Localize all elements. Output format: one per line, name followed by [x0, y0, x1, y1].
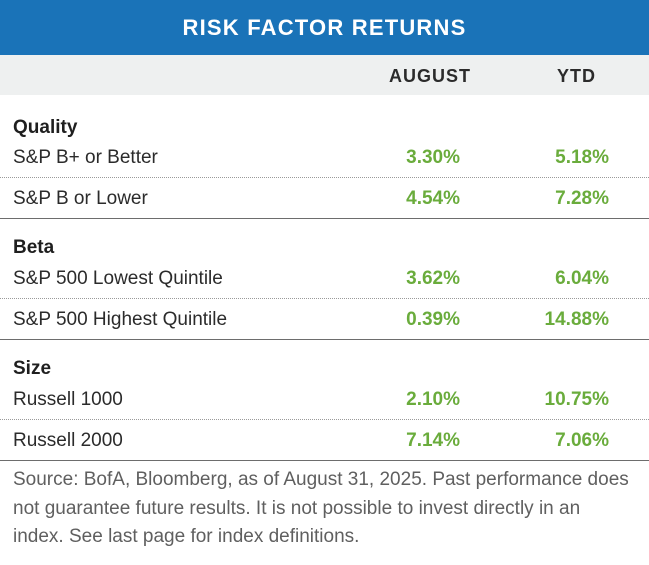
row-label: S&P 500 Lowest Quintile	[13, 268, 223, 289]
table-row: Russell 2000 7.14% 7.06%	[0, 421, 649, 461]
august-value: 0.39%	[406, 309, 460, 330]
row-label: S&P 500 Highest Quintile	[13, 309, 228, 330]
august-value: 4.54%	[406, 188, 460, 209]
group-separator	[0, 218, 649, 219]
row-separator	[0, 177, 649, 178]
ytd-value: 6.04%	[555, 268, 609, 289]
ytd-value: 7.06%	[555, 430, 609, 451]
ytd-value: 14.88%	[544, 309, 609, 330]
column-header-august: AUGUST	[389, 66, 471, 86]
ytd-value: 7.28%	[555, 188, 609, 209]
row-separator	[0, 298, 649, 299]
column-header-ytd: YTD	[557, 66, 596, 86]
table-row: S&P B+ or Better 3.30% 5.18%	[0, 138, 649, 178]
group-title-beta: Beta	[13, 237, 55, 258]
august-value: 2.10%	[406, 389, 460, 410]
august-value: 3.62%	[406, 268, 460, 289]
table-row: Russell 1000 2.10% 10.75%	[0, 380, 649, 420]
table-row: S&P 500 Highest Quintile 0.39% 14.88%	[0, 300, 649, 340]
table-row: S&P 500 Lowest Quintile 3.62% 6.04%	[0, 259, 649, 299]
row-label: S&P B+ or Better	[13, 147, 158, 168]
row-separator	[0, 419, 649, 420]
table-title: RISK FACTOR RETURNS	[182, 14, 467, 40]
title-bar: RISK FACTOR RETURNS	[0, 0, 649, 55]
table-row: S&P B or Lower 4.54% 7.28%	[0, 179, 649, 219]
group-title-quality: Quality	[13, 117, 78, 138]
ytd-value: 10.75%	[544, 389, 609, 410]
row-label: S&P B or Lower	[13, 188, 148, 209]
source-note: Source: BofA, Bloomberg, as of August 31…	[13, 469, 629, 547]
group-separator	[0, 339, 649, 340]
august-value: 3.30%	[406, 147, 460, 168]
table-bottom-rule	[0, 460, 649, 461]
ytd-value: 5.18%	[555, 147, 609, 168]
column-header-row: AUGUST YTD	[0, 55, 649, 95]
row-label: Russell 2000	[13, 430, 123, 451]
group-title-size: Size	[13, 358, 52, 379]
august-value: 7.14%	[406, 430, 460, 451]
row-label: Russell 1000	[13, 389, 123, 410]
